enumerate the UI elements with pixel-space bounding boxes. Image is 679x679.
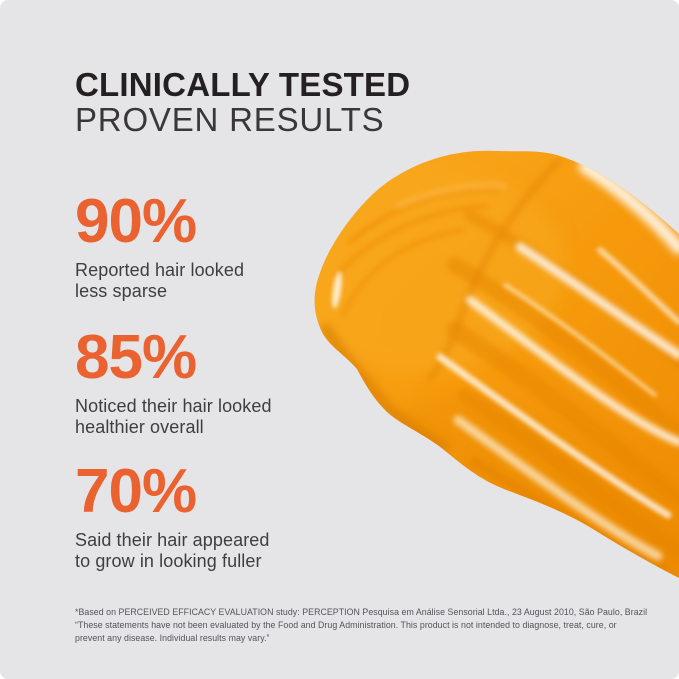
stat-value: 90% <box>75 187 197 256</box>
stat-block-70: 70% Said their hair appeared to grow in … <box>75 457 270 572</box>
footnote-line-1: *Based on PERCEIVED EFFICACY EVALUATION … <box>75 607 648 617</box>
stat-description: Noticed their hair looked healthier over… <box>75 396 272 438</box>
stat-description-line-2: less sparse <box>75 281 168 301</box>
footnote-line-3: prevent any disease. Individual results … <box>75 633 270 643</box>
stat-value: 85% <box>75 323 197 392</box>
stat-description-line-1: Noticed their hair looked <box>75 396 272 416</box>
stat-description-line-1: Said their hair appeared <box>75 530 270 550</box>
stat-description-line-2: to grow in looking fuller <box>75 551 262 571</box>
stat-block-90: 90% Reported hair looked less sparse <box>75 187 244 302</box>
headline-line-2: PROVEN RESULTS <box>75 101 385 138</box>
footnote-line-2: “These statements have not been evaluate… <box>75 620 617 630</box>
headline-line-1: CLINICALLY TESTED <box>75 66 411 103</box>
stat-description: Said their hair appeared to grow in look… <box>75 530 270 572</box>
stat-description-line-1: Reported hair looked <box>75 260 245 280</box>
stat-description: Reported hair looked less sparse <box>75 260 244 302</box>
disclaimer-footnote: *Based on PERCEIVED EFFICACY EVALUATION … <box>75 606 647 645</box>
headline: CLINICALLY TESTED PROVEN RESULTS <box>75 66 411 138</box>
stat-block-85: 85% Noticed their hair looked healthier … <box>75 323 272 438</box>
stat-description-line-2: healthier overall <box>75 417 204 437</box>
stat-value: 70% <box>75 457 197 526</box>
